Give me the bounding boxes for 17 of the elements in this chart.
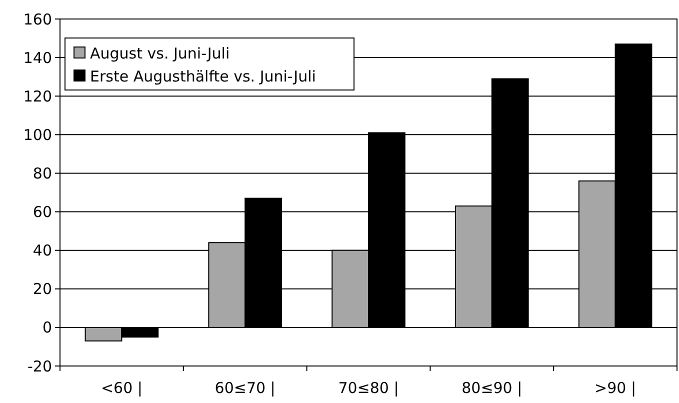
y-tick-label: 100 <box>23 126 52 144</box>
y-tick-label: 120 <box>23 87 52 106</box>
x-tick-label: >90 | <box>594 379 636 397</box>
x-tick-label: <60 | <box>100 379 142 397</box>
y-tick-label: 60 <box>32 203 52 222</box>
legend-label: August vs. Juni-Juli <box>90 44 230 62</box>
y-tick-label: 0 <box>42 318 52 337</box>
x-tick-label: 60≤70 | <box>214 379 276 397</box>
y-tick-label: 20 <box>32 280 52 298</box>
legend-label: Erste Augusthälfte vs. Juni-Juli <box>90 67 316 86</box>
x-tick-label: 70≤80 | <box>338 379 399 397</box>
y-tick-label: 140 <box>23 48 52 67</box>
y-tick-label: 40 <box>32 242 52 260</box>
x-tick-label: 80≤90 | <box>462 379 522 397</box>
y-tick-label: 80 <box>32 164 52 182</box>
y-tick-label: 160 <box>23 10 52 28</box>
y-tick-label: -20 <box>28 357 52 376</box>
